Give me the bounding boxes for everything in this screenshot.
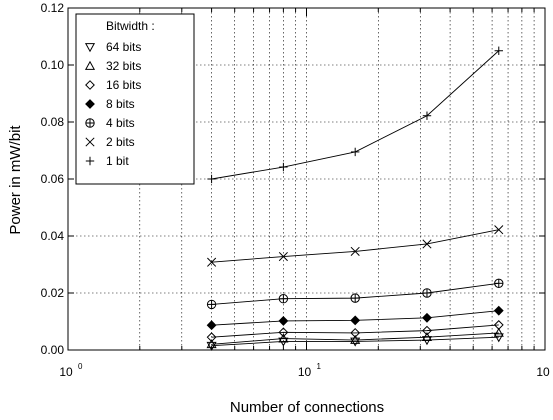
series-line (211, 50, 500, 180)
series-line (211, 229, 499, 263)
circle-plus-marker (494, 278, 504, 289)
y-tick-label: 0.12 (41, 1, 65, 15)
circle-plus-marker (422, 288, 432, 298)
x-marker (350, 246, 360, 256)
triangle-up-open-marker (84, 60, 96, 70)
series-4-bits (206, 278, 504, 310)
plus-marker (422, 111, 432, 120)
x-tick-label: 10 0 (59, 362, 83, 379)
y-tick-label: 0.04 (41, 229, 65, 243)
legend-label: 32 bits (106, 59, 141, 73)
legend-label: 16 bits (106, 78, 141, 92)
diamond-open-marker (206, 332, 217, 343)
circle-plus-marker (278, 294, 289, 304)
legend-label: 8 bits (106, 97, 135, 111)
y-axis-label: Power in mW/bit (7, 125, 24, 235)
legend-label: 1 bit (106, 154, 129, 168)
series-16-bits (206, 320, 504, 343)
diamond-filled-marker (85, 99, 95, 109)
legend-entry: 4 bits (85, 116, 135, 130)
legend-entry: 64 bits (84, 40, 141, 54)
x-tick-label-base: 10 (59, 365, 73, 379)
diamond-filled-marker (206, 320, 217, 331)
legend-entry: 16 bits (85, 78, 141, 92)
series-line (211, 332, 499, 345)
x-tick-label-exponent: 0 (78, 362, 83, 371)
diamond-filled-marker (422, 312, 432, 323)
diamond-open-marker (422, 325, 432, 336)
triangle-up-open-marker (350, 334, 361, 344)
legend-entry: 8 bits (85, 97, 135, 111)
triangle-down-open-marker (84, 43, 96, 53)
plus-marker (279, 162, 288, 172)
y-tick-label: 0.08 (41, 115, 65, 129)
plus-marker (494, 46, 503, 55)
x-tick-label-exponent: 1 (317, 362, 322, 371)
legend-box (75, 13, 195, 185)
y-tick-label: 0.10 (41, 58, 65, 72)
series-line (211, 336, 499, 347)
plus-marker (85, 156, 95, 166)
triangle-down-open-marker (206, 341, 217, 351)
triangle-up-open-marker (493, 327, 504, 337)
legend-entry: 32 bits (84, 59, 141, 73)
x-marker (207, 257, 217, 267)
legend-label: 4 bits (106, 116, 135, 130)
diamond-open-marker (85, 80, 95, 90)
diamond-filled-marker (278, 316, 289, 326)
y-tick-label: 0.06 (41, 172, 65, 186)
diamond-open-marker (278, 327, 289, 338)
legend-label: 2 bits (106, 135, 135, 149)
triangle-up-open-marker (206, 339, 217, 349)
x-tick-label-base: 10 (298, 365, 312, 379)
series-2-bits (207, 225, 504, 267)
triangle-up-open-marker (278, 333, 289, 343)
series-1-bit (207, 46, 503, 184)
legend-entry: 1 bit (85, 154, 129, 168)
x-tick-label-base: 10 (536, 365, 550, 379)
grid-lines (68, 8, 545, 350)
legend-entry: 2 bits (85, 135, 135, 149)
x-marker (278, 251, 288, 262)
diamond-filled-marker (493, 305, 504, 316)
x-marker (85, 137, 95, 147)
x-axis-label: Number of connections (230, 399, 384, 416)
series-group (206, 46, 504, 351)
plus-marker (350, 147, 360, 157)
diamond-open-marker (350, 327, 361, 338)
x-tick-label: 102 (536, 365, 550, 379)
diamond-filled-marker (350, 315, 361, 326)
triangle-down-open-marker (350, 337, 361, 347)
triangle-up-open-marker (421, 331, 433, 342)
triangle-down-open-marker (493, 333, 504, 343)
diamond-open-marker (493, 320, 504, 330)
x-marker (494, 225, 504, 235)
legend-label: 64 bits (106, 40, 141, 54)
circle-plus-marker (206, 299, 217, 310)
series-32-bits (206, 327, 504, 349)
series-line (211, 324, 499, 338)
x-tick-label: 10 1 (298, 362, 322, 379)
legend: Bitwidth : 64 bits 32 bits 16 bits 8 bits 4 b… (75, 13, 195, 185)
circle-plus-marker (85, 118, 95, 128)
x-marker (422, 239, 432, 249)
circle-plus-marker (350, 293, 360, 303)
axis-ticks: 0.00 0.02 0.04 0.06 0.08 0.10 0.12 10 0 10 1 102 (41, 1, 550, 379)
legend-title: Bitwidth : (106, 19, 155, 33)
series-8-bits (206, 305, 504, 331)
plus-marker (207, 174, 216, 184)
y-tick-label: 0.00 (41, 343, 65, 357)
y-tick-label: 0.02 (41, 286, 65, 300)
